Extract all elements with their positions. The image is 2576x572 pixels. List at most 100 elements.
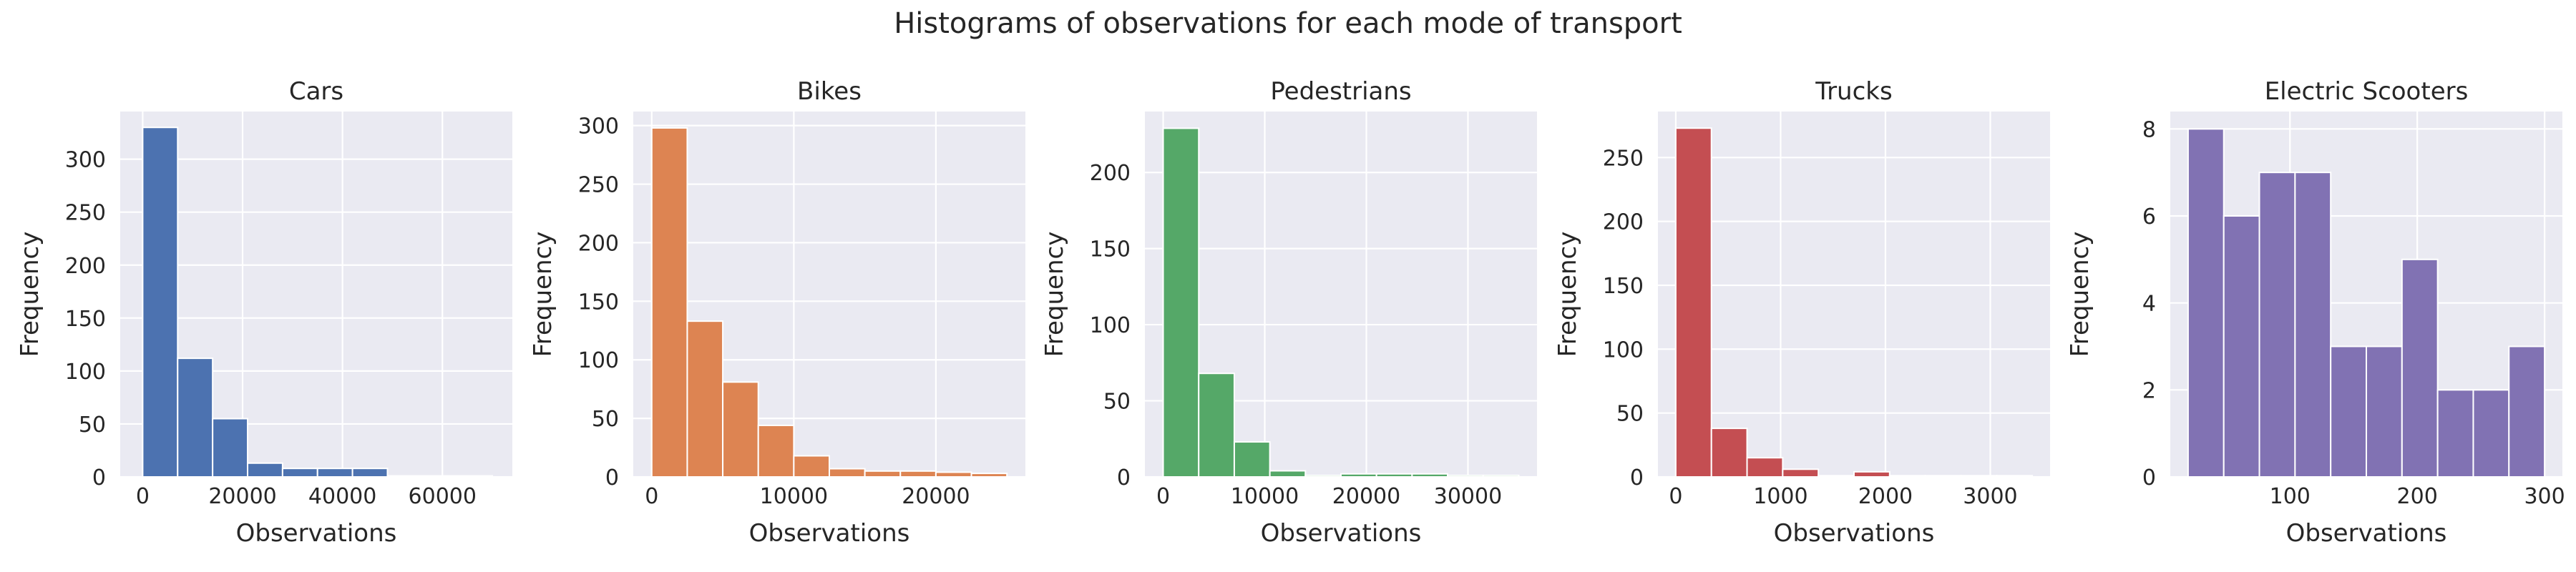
y-tick-label: 200: [1603, 210, 1644, 235]
histogram-bar: [1233, 441, 1271, 478]
histogram-bar: [2258, 172, 2296, 478]
y-tick-label: 200: [65, 254, 106, 279]
x-tick-label: 2000: [1858, 484, 1913, 509]
x-tick-label: 20000: [208, 484, 276, 509]
x-tick-label: 40000: [308, 484, 376, 509]
histogram-bar: [2294, 172, 2332, 478]
histogram-bar: [1411, 473, 1449, 478]
y-tick-label: 0: [1630, 465, 1644, 490]
histogram-bar: [1304, 474, 1342, 478]
x-tick-label: 0: [645, 484, 658, 509]
histogram-bar: [247, 462, 283, 478]
histogram-panel: 0 1000 2000 3000 0 50 100 150 200 250 Trucks Observ…: [1553, 77, 2050, 548]
histogram-bar: [1818, 475, 1855, 478]
y-tick-label: 100: [65, 360, 106, 385]
panel-title: Trucks: [1815, 77, 1892, 106]
y-tick-label: 0: [605, 465, 619, 490]
plot-background: [1658, 112, 2050, 477]
histogram-bar: [793, 455, 830, 478]
y-tick-label: 0: [2142, 465, 2156, 490]
histogram-bar: [757, 424, 795, 478]
histogram-bar: [1782, 468, 1820, 478]
panel-title: Electric Scooters: [2265, 77, 2469, 106]
histogram-bar: [2366, 345, 2403, 478]
x-tick-label: 300: [2524, 484, 2565, 509]
histogram-bar: [899, 470, 937, 478]
y-tick-label: 200: [578, 231, 619, 256]
x-axis-label: Observations: [749, 519, 910, 548]
histogram-bar: [1674, 127, 1712, 478]
x-axis-label: Observations: [236, 519, 397, 548]
histogram-bar: [1960, 475, 1998, 478]
x-tick-label: 10000: [760, 484, 828, 509]
histogram-bar: [351, 468, 389, 478]
histogram-bar: [2330, 345, 2368, 478]
histogram-bar: [970, 473, 1008, 478]
x-tick-label: 10000: [1231, 484, 1299, 509]
histogram-bar: [1198, 373, 1235, 478]
x-tick-label: 20000: [902, 484, 970, 509]
y-tick-label: 100: [1090, 313, 1131, 338]
histogram-bar: [2508, 345, 2546, 478]
histogram-bar: [1710, 428, 1748, 478]
y-tick-label: 0: [1117, 465, 1131, 490]
x-tick-label: 0: [1669, 484, 1682, 509]
histogram-bar: [1888, 475, 1926, 478]
histogram-bar: [829, 468, 866, 478]
x-tick-label: 30000: [1434, 484, 1502, 509]
y-tick-label: 50: [1616, 402, 1644, 427]
histogram-bar: [650, 127, 688, 478]
histogram-bar: [1162, 127, 1200, 478]
histogram-bar: [686, 320, 724, 478]
y-axis-label: Frequency: [2066, 232, 2094, 358]
y-axis-label: Frequency: [529, 232, 557, 358]
y-tick-label: 150: [1603, 274, 1644, 299]
x-axis-label: Observations: [2286, 519, 2447, 548]
y-tick-label: 300: [65, 148, 106, 173]
histogram-bar: [1924, 475, 1962, 478]
y-axis-label: Frequency: [1040, 232, 1069, 358]
x-tick-label: 20000: [1332, 484, 1400, 509]
y-tick-label: 100: [1603, 337, 1644, 363]
histogram-bar: [421, 475, 459, 478]
y-tick-label: 200: [1090, 161, 1131, 186]
x-tick-label: 100: [2270, 484, 2311, 509]
histogram-bar: [457, 475, 494, 478]
x-tick-label: 0: [1156, 484, 1170, 509]
histogram-bar: [935, 471, 972, 478]
histogram-bar: [2223, 215, 2260, 478]
histogram-bar: [2401, 258, 2439, 478]
y-tick-label: 50: [1103, 390, 1131, 415]
y-axis-label: Frequency: [16, 232, 44, 358]
histogram-panel: 0 20000 40000 60000 0 50 100 150 200 250 300 Cars Ob…: [16, 77, 512, 548]
y-tick-label: 8: [2142, 117, 2156, 142]
y-tick-label: 2: [2142, 378, 2156, 403]
histogram-panel: 0 10000 20000 30000 0 50 100 150 200 Pedestrians O…: [1040, 77, 1537, 548]
histogram-bar: [1746, 457, 1784, 478]
histogram-panel: 100 200 300 0 2 4 6 8 Electric Scooters Observati…: [2066, 77, 2565, 548]
y-tick-label: 0: [92, 465, 106, 490]
histogram-bar: [142, 127, 179, 478]
y-tick-label: 150: [1090, 237, 1131, 262]
histogram-bar: [1269, 470, 1307, 478]
histogram-bar: [1447, 474, 1484, 478]
y-tick-label: 6: [2142, 204, 2156, 230]
y-tick-label: 150: [578, 290, 619, 315]
histogram-panel: 0 10000 20000 0 50 100 150 200 250 300 Bikes Observ…: [529, 77, 1025, 548]
histogram-bar: [722, 381, 759, 478]
y-tick-label: 50: [79, 413, 106, 438]
histogram-bar: [1375, 473, 1413, 478]
histogram-bar: [1482, 474, 1520, 478]
y-tick-label: 250: [578, 173, 619, 198]
histogram-bar: [1853, 470, 1890, 478]
histogram-bar: [316, 468, 353, 478]
y-tick-label: 150: [65, 307, 106, 332]
panel-title: Pedestrians: [1270, 77, 1411, 106]
x-tick-label: 1000: [1753, 484, 1807, 509]
histogram-bar: [386, 475, 424, 478]
y-axis-label: Frequency: [1553, 232, 1582, 358]
x-tick-label: 3000: [1963, 484, 2017, 509]
x-axis-label: Observations: [1774, 519, 1935, 548]
